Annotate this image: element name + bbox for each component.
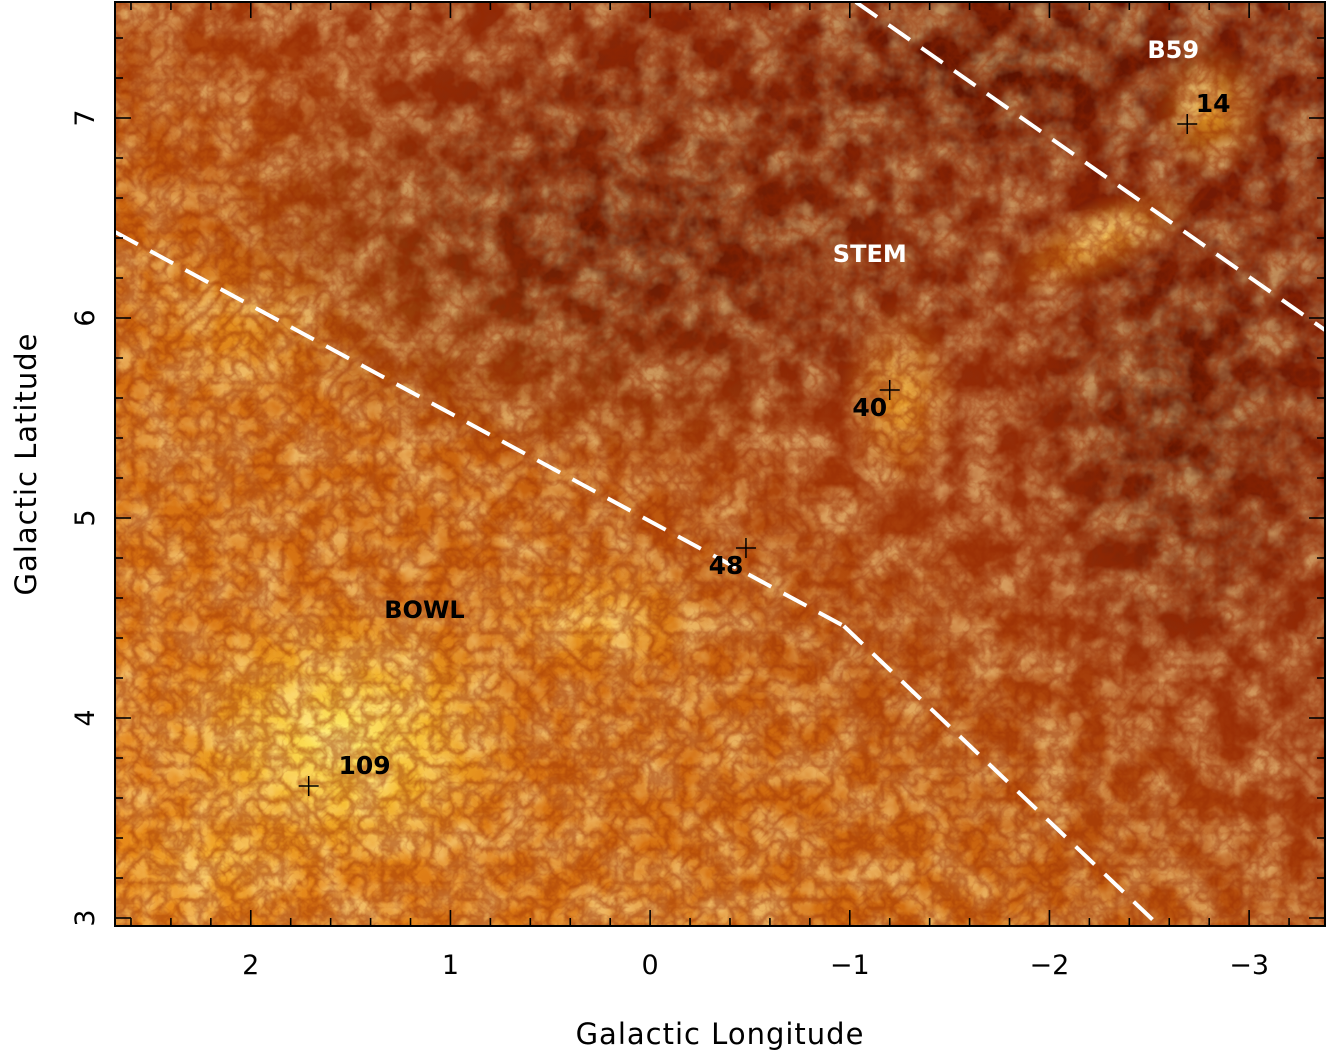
axis-ticks: [115, 2, 1325, 926]
source-label-14: 14: [1196, 89, 1231, 118]
source-label-48: 48: [709, 551, 744, 580]
region-label-stem: STEM: [833, 240, 907, 268]
x-tick-label: −3: [1229, 950, 1269, 981]
x-axis-title: Galactic Longitude: [576, 1017, 865, 1051]
dashed-line-2: [854, 2, 1325, 332]
y-axis-title: Galactic Latitude: [9, 333, 43, 596]
y-tick-label: 6: [70, 309, 101, 326]
y-tick-label: 3: [70, 909, 101, 926]
dashed-line-3: [842, 624, 1161, 926]
y-tick-label: 4: [70, 709, 101, 726]
x-tick-label: −1: [830, 950, 870, 981]
plot-frame: [114, 1, 1326, 927]
x-tick-label: 1: [442, 950, 459, 981]
source-label-109: 109: [338, 751, 390, 780]
source-markers: 14 40 48 109: [298, 89, 1231, 796]
x-tick-label: −2: [1030, 950, 1070, 981]
x-tick-label: 0: [642, 950, 659, 981]
region-labels: B59 STEM BOWL: [384, 36, 1199, 624]
y-tick-label: 7: [70, 109, 101, 126]
source-label-40: 40: [852, 393, 887, 422]
region-label-bowl: BOWL: [384, 596, 464, 624]
y-tick-label: 5: [70, 509, 101, 526]
plot-image: [115, 2, 1325, 926]
region-label-b59: B59: [1147, 36, 1199, 64]
dashed-line-1: [115, 230, 845, 628]
dashed-lines: [115, 2, 1325, 926]
x-tick-label: 2: [242, 950, 259, 981]
tick-labels: 2 1 0 −1 −2 −3 3 4 5 6 7: [70, 109, 1269, 981]
